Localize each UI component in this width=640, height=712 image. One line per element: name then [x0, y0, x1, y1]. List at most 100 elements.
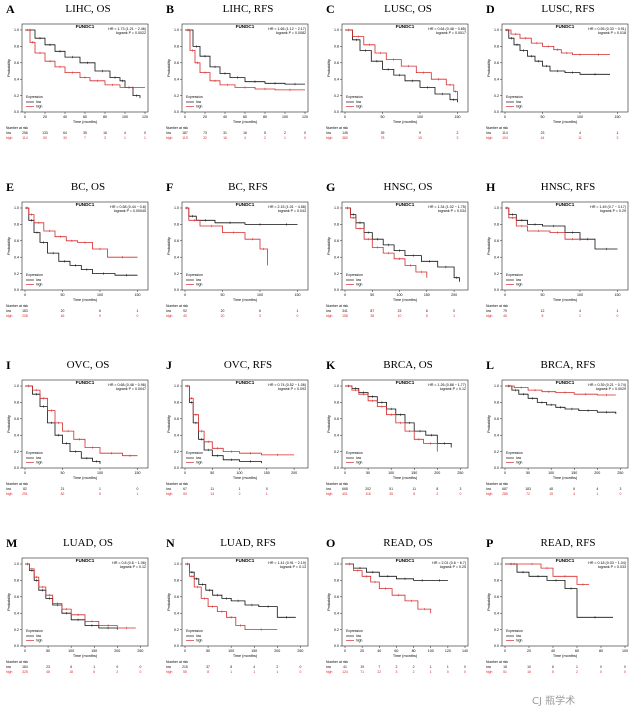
y-tick-label: 0.6: [14, 61, 19, 65]
curve-high: [25, 207, 138, 258]
gene-label: FUNDC1: [396, 202, 415, 207]
risk-title: Number at risk: [6, 660, 28, 664]
risk-value-high: 104: [502, 136, 508, 140]
logrank-text: logrank P = 0.034: [438, 209, 466, 213]
y-tick-label: 0.0: [494, 288, 499, 292]
risk-value-high: 0: [619, 492, 621, 496]
x-tick-label: 100: [417, 115, 423, 119]
hr-text: HR = 0.55 (0.33 − 0.91): [588, 27, 626, 31]
y-tick-label: 0.2: [174, 272, 179, 276]
risk-value-high: 46: [61, 314, 65, 318]
risk-label-high: high: [486, 670, 493, 674]
x-tick-label: 150: [411, 471, 417, 475]
x-tick-label: 150: [424, 293, 430, 297]
y-axis-label: Probability: [327, 59, 331, 77]
plot-frame: [181, 201, 309, 291]
curve-high: [185, 385, 295, 456]
risk-value-low: 6: [99, 309, 101, 313]
x-tick-label: 100: [282, 115, 288, 119]
x-tick-label: 150: [135, 293, 141, 297]
risk-value-low: 0: [624, 665, 626, 669]
risk-value-low: 11: [211, 487, 215, 491]
hr-text: HR = 0.39 (0.21 − 0.74): [588, 383, 626, 387]
x-tick-label: 80: [412, 649, 416, 653]
risk-value-high: 20: [221, 314, 225, 318]
gene-label: FUNDC1: [236, 380, 255, 385]
x-tick-label: 200: [114, 649, 120, 653]
y-axis-label: Probability: [167, 593, 171, 611]
y-axis-label: Probability: [327, 415, 331, 433]
x-tick-label: 0: [24, 293, 26, 297]
x-tick-label: 100: [397, 293, 403, 297]
panel-title: LUAD, RFS: [220, 537, 276, 549]
curve-low: [185, 385, 262, 464]
legend-high: high: [36, 461, 43, 465]
x-tick-label: 60: [394, 649, 398, 653]
y-tick-label: 0.2: [334, 94, 339, 98]
panel-letter: B: [166, 2, 174, 16]
risk-label-low: low: [6, 487, 12, 491]
y-tick-label: 0.0: [174, 288, 179, 292]
x-tick-label: 50: [370, 293, 374, 297]
y-tick-label: 0.8: [174, 45, 179, 49]
gene-label: FUNDC1: [556, 558, 575, 563]
x-tick-label: 100: [548, 471, 554, 475]
risk-value-low: 133: [42, 131, 48, 135]
risk-value-high: 1: [284, 136, 286, 140]
x-tick-label: 120: [302, 115, 308, 119]
curve-high: [25, 563, 136, 629]
curve-high: [345, 207, 428, 278]
x-tick-label: 100: [122, 115, 128, 119]
y-tick-label: 0.2: [14, 450, 19, 454]
risk-title: Number at risk: [166, 126, 188, 130]
curve-low: [345, 29, 458, 103]
risk-label-high: high: [166, 136, 173, 140]
x-axis-label: Time (months): [73, 120, 98, 124]
legend-low: low: [516, 100, 522, 104]
y-axis-label: Probability: [167, 415, 171, 433]
legend-low: low: [516, 278, 522, 282]
x-tick-label: 80: [263, 115, 267, 119]
risk-value-high: 285: [502, 492, 508, 496]
risk-value-high: 4: [573, 492, 575, 496]
legend-low: low: [356, 634, 362, 638]
risk-label-low: low: [326, 487, 332, 491]
plot-frame: [21, 201, 149, 291]
risk-value-low: 3: [619, 487, 621, 491]
panel-title: READ, OS: [383, 537, 433, 549]
legend-title: Expression: [186, 273, 203, 277]
legend-high: high: [196, 639, 203, 643]
risk-value-high: 4: [244, 136, 246, 140]
risk-title: Number at risk: [166, 304, 188, 308]
risk-label-high: high: [326, 136, 333, 140]
risk-value-low: 1: [430, 665, 432, 669]
risk-label-low: low: [6, 309, 12, 313]
x-tick-label: 50: [541, 115, 545, 119]
risk-label-low: low: [326, 131, 332, 135]
risk-value-high: 0: [139, 670, 141, 674]
risk-value-low: 668: [342, 487, 348, 491]
risk-value-high: 3: [104, 136, 106, 140]
risk-value-high: 18: [69, 670, 73, 674]
risk-value-high: 0: [464, 670, 466, 674]
risk-value-low: 1: [137, 309, 139, 313]
logrank-text: logrank P = 0.25: [440, 565, 466, 569]
risk-value-low: 82: [23, 487, 27, 491]
x-tick-label: 150: [615, 293, 621, 297]
plot-frame: [341, 23, 469, 113]
legend-low: low: [196, 634, 202, 638]
risk-title: Number at risk: [486, 304, 508, 308]
y-tick-label: 1.0: [494, 562, 499, 566]
risk-value-low: 23: [541, 131, 545, 135]
risk-value-high: 16: [223, 136, 227, 140]
x-tick-label: 0: [24, 115, 26, 119]
y-tick-label: 1.0: [174, 28, 179, 32]
risk-value-low: 23: [398, 309, 402, 313]
risk-value-low: 16: [103, 131, 107, 135]
risk-title: Number at risk: [6, 482, 28, 486]
plot-frame: [341, 557, 469, 647]
logrank-text: logrank P = 0.0082: [276, 31, 306, 35]
